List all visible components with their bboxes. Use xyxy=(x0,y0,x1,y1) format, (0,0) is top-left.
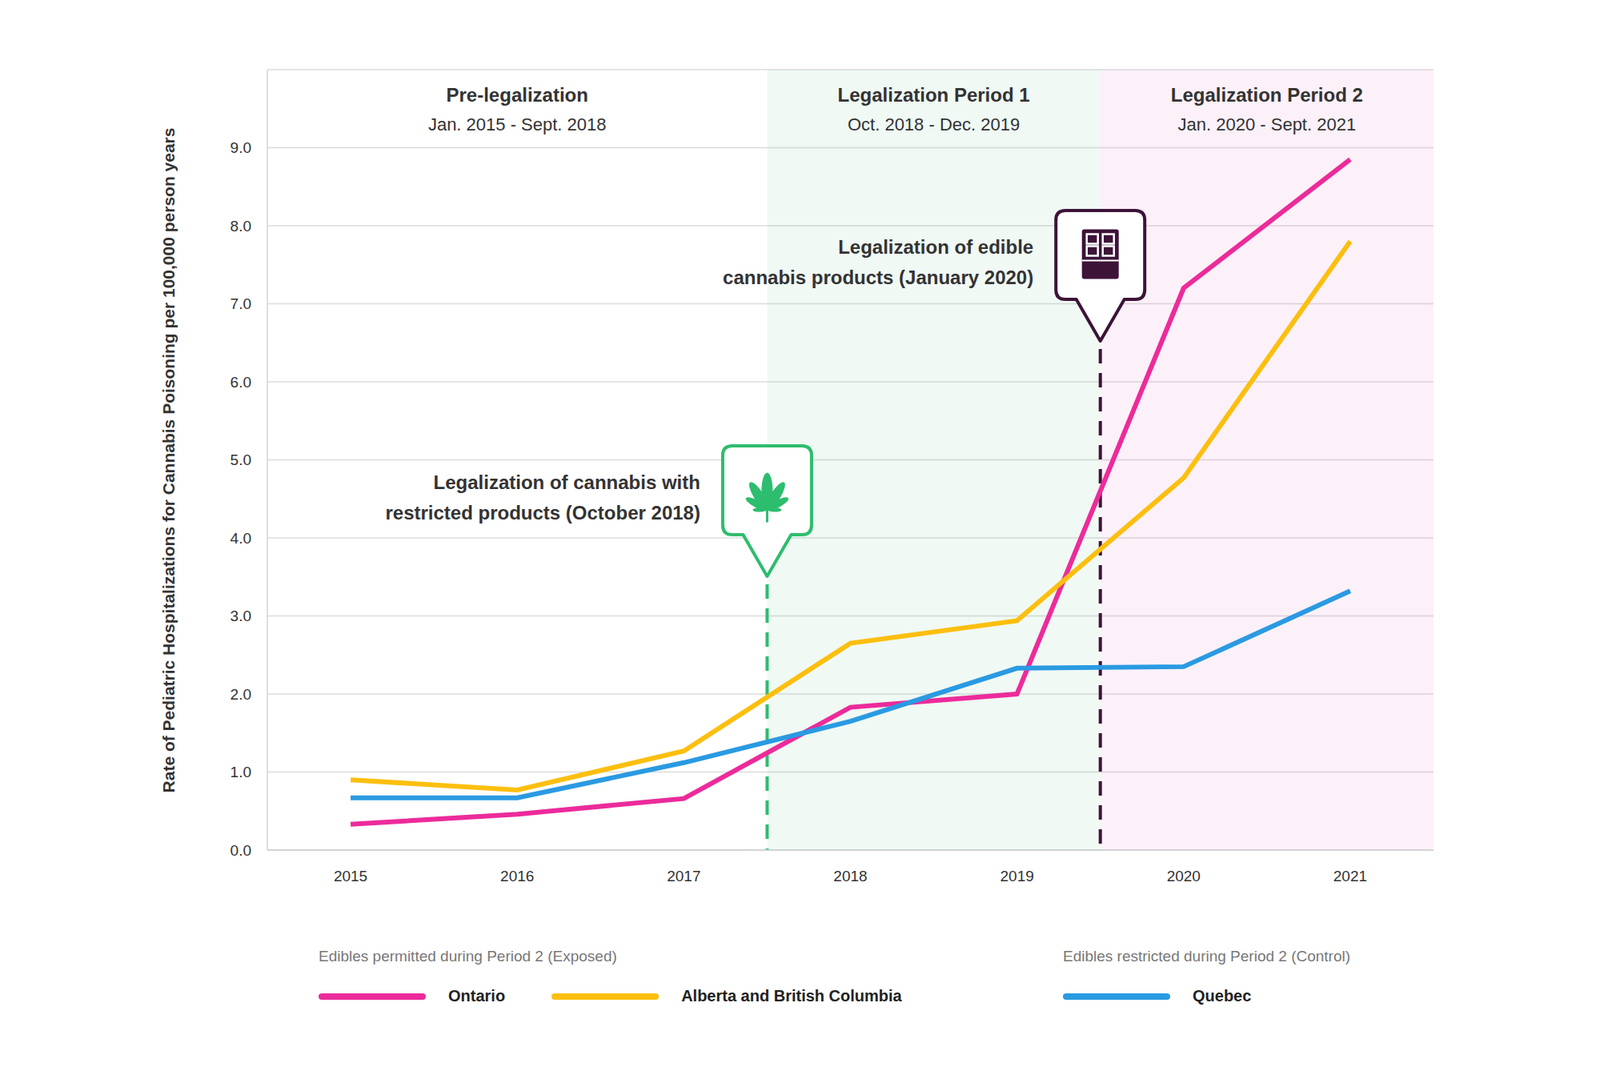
svg-text:3.0: 3.0 xyxy=(230,607,252,625)
svg-text:1.0: 1.0 xyxy=(230,763,252,781)
svg-text:5.0: 5.0 xyxy=(230,451,252,469)
svg-text:0.0: 0.0 xyxy=(230,842,252,859)
svg-text:Jan. 2020 - Sept. 2021: Jan. 2020 - Sept. 2021 xyxy=(1178,114,1357,135)
svg-text:9.0: 9.0 xyxy=(230,139,252,157)
svg-text:2018: 2018 xyxy=(833,867,867,885)
svg-text:restricted products (October 2: restricted products (October 2018) xyxy=(384,501,700,524)
svg-text:2019: 2019 xyxy=(1000,867,1035,885)
svg-text:Legalization of cannabis with: Legalization of cannabis with xyxy=(433,471,701,494)
svg-text:Rate of Pediatric Hospitalizat: Rate of Pediatric Hospitalizations for C… xyxy=(159,128,178,794)
svg-text:Jan. 2015 - Sept. 2018: Jan. 2015 - Sept. 2018 xyxy=(428,114,607,135)
svg-text:7.0: 7.0 xyxy=(230,295,252,313)
svg-text:Legalization of edible: Legalization of edible xyxy=(838,236,1034,258)
svg-text:cannabis products (January 202: cannabis products (January 2020) xyxy=(722,266,1034,289)
html-text:Ontario: Ontario xyxy=(448,986,506,1005)
svg-text:6.0: 6.0 xyxy=(230,373,252,391)
svg-text:2.0: 2.0 xyxy=(230,685,252,703)
html-text:Alberta and British Columbia: Alberta and British Columbia xyxy=(681,986,902,1005)
html-text:Quebec: Quebec xyxy=(1192,986,1252,1005)
svg-text:2020: 2020 xyxy=(1166,867,1201,885)
svg-text:2021: 2021 xyxy=(1333,867,1368,885)
svg-text:8.0: 8.0 xyxy=(230,217,252,235)
svg-text:2015: 2015 xyxy=(333,867,368,885)
svg-text:Legalization Period 1: Legalization Period 1 xyxy=(838,84,1031,106)
html-text:Edibles restricted during Peri: Edibles restricted during Period 2 (Cont… xyxy=(1062,947,1351,965)
svg-text:4.0: 4.0 xyxy=(230,529,252,547)
svg-text:2016: 2016 xyxy=(500,867,534,885)
svg-text:Pre-legalization: Pre-legalization xyxy=(446,84,589,106)
svg-text:Legalization Period 2: Legalization Period 2 xyxy=(1170,84,1364,106)
svg-text:Oct. 2018 - Dec. 2019: Oct. 2018 - Dec. 2019 xyxy=(847,114,1020,135)
svg-text:2017: 2017 xyxy=(666,867,701,885)
html-text:Edibles permitted during Perio: Edibles permitted during Period 2 (Expos… xyxy=(318,947,617,965)
